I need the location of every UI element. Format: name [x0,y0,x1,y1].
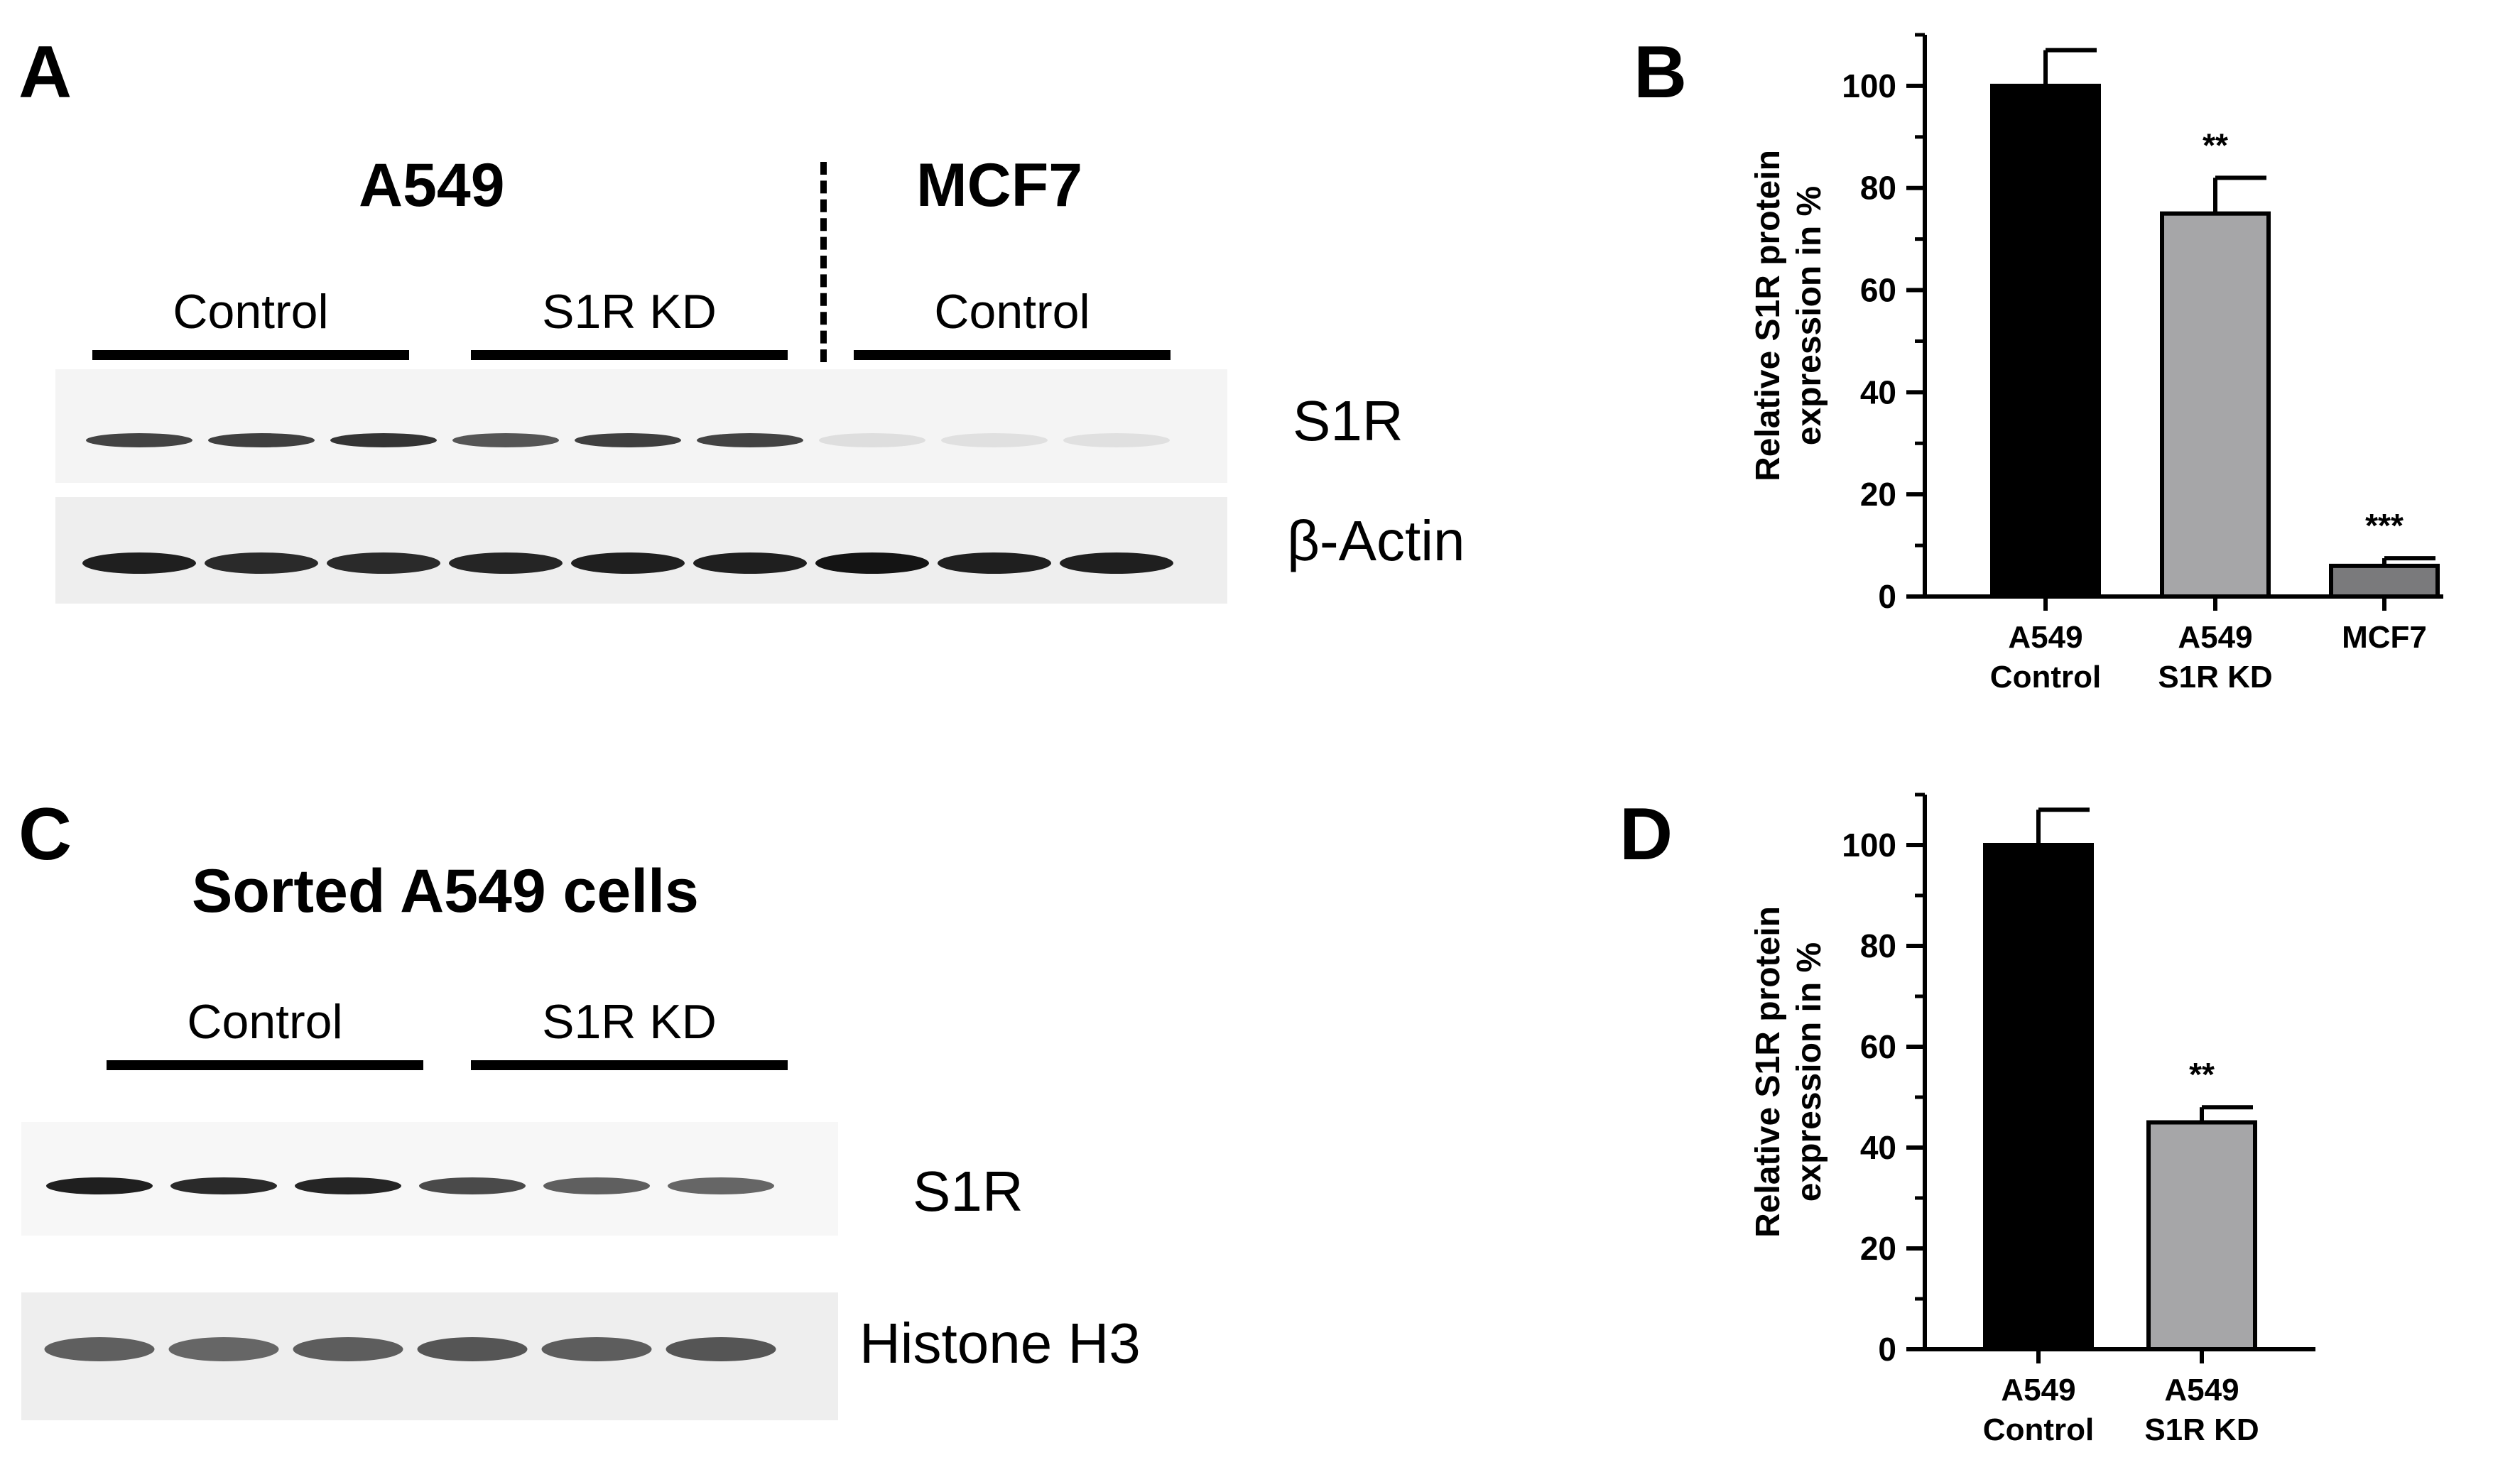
panel-c-h3-band-lane-4 [417,1337,528,1361]
panel-d-bar-2 [2146,1120,2257,1351]
panel-d-bar-1 [1983,843,2094,1351]
panel-a-actin-band-lane-2 [205,552,318,574]
panel-a-group-bar-mcf7-control [854,350,1171,360]
panel-c-h3-band-lane-1 [44,1337,155,1361]
panel-b-y-axis-label: Relative S1R protein expression in % [1749,150,1828,481]
panel-b-tick-label: 80 [1860,170,1896,207]
panel-c-band-label-histone-h3: Histone H3 [859,1312,1141,1375]
panel-c-group-label-control: Control [187,995,343,1049]
panel-a-s1r-band-lane-5 [575,433,681,447]
panel-d-significance-2: ** [2189,1056,2215,1093]
panel-a-s1r-band-lane-8 [941,433,1048,447]
panel-c-h3-band-lane-5 [541,1337,652,1361]
panel-b-category-label-1: A549 Control [1990,620,2101,695]
panel-a-actin-band-lane-6 [693,552,807,574]
panel-c-s1r-band-lane-4 [419,1177,526,1194]
panel-b-category-label-2: A549 S1R KD [2158,620,2272,695]
panel-c-h3-band-lane-6 [666,1337,776,1361]
panel-d-tick-label: 80 [1860,927,1896,964]
panel-a-actin-band-lane-3 [327,552,440,574]
panel-letter-d: D [1619,793,1673,876]
panel-a-s1r-band-lane-2 [208,433,315,447]
panel-a-actin-band-lane-1 [82,552,196,574]
panel-b-bar-3 [2329,563,2440,599]
panel-c-group-bar-s1r-kd [471,1060,788,1070]
panel-c-s1r-band-lane-6 [668,1177,774,1194]
panel-d-tick-label: 40 [1860,1129,1896,1166]
panel-b-bar-2 [2160,211,2271,599]
panel-a-band-label-s1r: S1R [1293,389,1403,452]
panel-b-tick-label: 100 [1842,67,1896,104]
panel-a-group-label-control: Control [173,285,329,339]
panel-c-s1r-band-lane-1 [46,1177,153,1194]
panel-b-significance-3: *** [2365,507,2404,544]
panel-b-bar-chart: 0 20 40 60 80 100 Relative S1R protein expressi… [1749,33,2443,695]
panel-a-group-bar-control [92,350,409,360]
panel-d-category-label-2: A549 S1R KD [2144,1373,2259,1447]
panel-d-bar-chart: 0 20 40 60 80 100 Relative S1R protein expressi… [1749,793,2315,1447]
panel-c-group-bar-control [107,1060,423,1070]
panel-d-y-axis-label: Relative S1R protein expression in % [1749,906,1828,1238]
panel-d-tick-label: 20 [1860,1230,1896,1267]
panel-a-actin-band-lane-8 [938,552,1051,574]
panel-d-tick-label: 100 [1842,827,1896,864]
panel-a-blot-image [55,369,1227,604]
panel-letter-b: B [1634,31,1688,114]
panel-a-title-a549: A549 [359,151,505,219]
panel-b-bar-1 [1990,83,2101,599]
panel-letter-a: A [18,31,72,114]
panel-d-tick-label: 60 [1860,1028,1896,1065]
panel-a-s1r-band-lane-1 [86,433,192,447]
panel-d-category-label-1: A549 Control [1983,1373,2094,1447]
panel-b-tick-label: 40 [1860,374,1896,410]
panel-b-category-label-3: MCF7 [2342,620,2427,655]
panel-c-title: Sorted A549 cells [192,857,699,925]
panel-a-s1r-band-lane-4 [452,433,559,447]
panel-a-s1r-band-lane-3 [330,433,437,447]
panel-b-tick-label: 20 [1860,476,1896,513]
panel-c-h3-band-lane-2 [168,1337,279,1361]
panel-a-group-label-s1r-kd: S1R KD [542,285,717,339]
panel-c-s1r-band-lane-5 [543,1177,650,1194]
panel-d-tick-label: 0 [1878,1331,1896,1368]
panel-c-group-label-s1r-kd: S1R KD [542,995,717,1049]
panel-a-band-label-actin: β-Actin [1287,509,1465,572]
panel-a-s1r-band-lane-9 [1063,433,1170,447]
panel-a-actin-band-lane-7 [815,552,929,574]
panel-c-blot-image [21,1122,838,1420]
panel-a-s1r-band-lane-7 [819,433,925,447]
panel-c-s1r-band-lane-2 [170,1177,277,1194]
panel-c-h3-band-lane-3 [293,1337,403,1361]
panel-b-tick-label: 0 [1878,578,1896,615]
panel-a-actin-band-lane-5 [571,552,685,574]
panel-b-significance-2: ** [2203,126,2228,163]
panel-b-tick-label: 60 [1860,272,1896,309]
panel-a-title-mcf7: MCF7 [916,151,1083,219]
panel-a-group-label-mcf7-control: Control [934,285,1090,339]
panel-a-s1r-band-lane-6 [697,433,803,447]
panel-c-s1r-band-lane-3 [295,1177,401,1194]
panel-c-band-label-s1r: S1R [913,1160,1023,1223]
panel-a-group-bar-s1r-kd [471,350,788,360]
separator-dashed-line [820,162,827,362]
panel-letter-c: C [18,793,72,876]
panel-a-actin-band-lane-9 [1060,552,1173,574]
panel-a-actin-band-lane-4 [449,552,563,574]
